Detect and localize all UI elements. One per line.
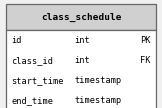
Text: id: id [11,36,22,45]
Text: int: int [75,56,90,65]
Text: class_id: class_id [11,56,53,65]
Text: timestamp: timestamp [75,76,122,85]
Bar [6,30,156,108]
Text: timestamp: timestamp [75,96,122,105]
Text: int: int [75,36,90,45]
Text: start_time: start_time [11,76,64,85]
Text: PK: PK [140,36,151,45]
Text: FK: FK [140,56,151,65]
Text: class_schedule: class_schedule [41,13,121,22]
Bar [6,4,156,30]
Text: end_time: end_time [11,96,53,105]
